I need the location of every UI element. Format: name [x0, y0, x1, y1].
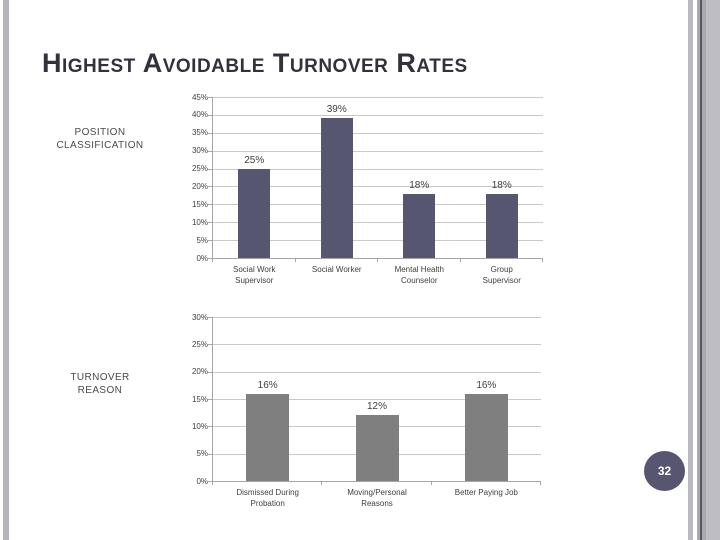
bar-value-label: 25% — [244, 154, 265, 166]
y-axis-tick-label: 25% — [191, 339, 208, 349]
gridline — [213, 132, 543, 134]
x-axis-tick-mark — [321, 481, 323, 485]
gridline — [213, 317, 541, 318]
y-axis-tick-mark — [208, 204, 213, 206]
y-axis-tick-label: 30% — [191, 146, 208, 156]
x-axis-tick-mark — [542, 258, 543, 262]
y-axis-tick-mark — [208, 426, 213, 428]
bar — [485, 193, 518, 258]
bar-value-label: 18% — [491, 179, 512, 191]
y-axis-tick-mark — [208, 97, 213, 98]
y-axis-tick-label: 10% — [191, 217, 208, 227]
left-accent-stripe — [3, 0, 9, 540]
gridline — [213, 114, 543, 116]
bar — [320, 118, 353, 258]
bar — [403, 193, 436, 258]
x-category-label: Social Work Supervisor — [232, 265, 276, 285]
x-category-label: Better Paying Job — [454, 488, 518, 497]
page-number: 32 — [657, 464, 672, 478]
y-axis-tick-label: 15% — [191, 199, 208, 209]
y-axis-tick-mark — [208, 132, 213, 134]
gridline — [213, 222, 543, 224]
x-category-label: Mental Health Counselor — [394, 265, 444, 285]
y-axis-tick-label: 5% — [196, 235, 208, 245]
gridline — [213, 97, 543, 98]
bar-value-label: 16% — [476, 379, 497, 391]
x-axis-tick-mark — [294, 258, 296, 262]
y-axis-tick-label: 25% — [191, 164, 208, 174]
y-axis-tick-label: 5% — [196, 449, 208, 459]
y-axis-tick-label: 10% — [191, 421, 208, 431]
y-axis-tick-mark — [208, 481, 213, 482]
page-title: Highest Avoidable Turnover Rates — [42, 48, 468, 79]
x-category-label: Dismissed During Probation — [236, 488, 299, 508]
right-accent-stripe-5 — [706, 0, 720, 540]
bar — [464, 393, 508, 481]
gridline — [213, 399, 541, 400]
y-axis-tick-label: 20% — [191, 181, 208, 191]
y-axis-tick-mark — [208, 168, 213, 170]
gridline — [213, 344, 541, 346]
gridline — [213, 371, 541, 373]
y-axis-tick-mark — [208, 186, 213, 188]
gridline — [213, 168, 543, 170]
y-axis-tick-mark — [208, 222, 213, 224]
y-axis-tick-label: 0% — [196, 253, 208, 263]
x-axis-tick-mark — [212, 481, 213, 485]
y-axis-tick-mark — [208, 453, 213, 455]
right-accent-stripe-2 — [697, 0, 700, 540]
x-category-label: Social Worker — [311, 265, 362, 274]
y-axis-tick-mark — [208, 399, 213, 400]
y-axis-tick-mark — [208, 114, 213, 116]
x-axis-tick-mark — [212, 258, 213, 262]
position-classification-chart: 0% 5% 10% 15% 20% 25% 30% 35% 40% 45% 25% Social Wo… — [192, 93, 543, 285]
y-axis-tick-mark — [208, 150, 213, 152]
x-axis-tick-mark — [377, 258, 378, 262]
gridline — [213, 204, 543, 206]
gridline — [213, 240, 543, 242]
x-category-label: Group Supervisor — [482, 265, 521, 285]
bar-value-label: 16% — [257, 379, 278, 391]
x-axis-tick-mark — [459, 258, 461, 262]
bar — [246, 393, 290, 481]
y-axis-tick-mark — [208, 344, 213, 346]
y-axis-tick-mark — [208, 371, 213, 373]
y-axis-tick-label: 20% — [191, 367, 208, 377]
turnover-reason-chart: 0% 5% 10% 15% 20% 25% 30% 16% Dismissed During P… — [192, 313, 541, 508]
y-axis-tick-mark — [208, 240, 213, 242]
y-axis-tick-mark — [208, 317, 213, 318]
y-axis-tick-label: 35% — [191, 128, 208, 138]
y-axis-tick-label: 30% — [191, 312, 208, 322]
y-axis-tick-mark — [208, 258, 213, 259]
section-label-position-classification: POSITION CLASSIFICATION — [56, 127, 144, 151]
right-accent-stripe-1 — [688, 0, 693, 540]
y-axis-tick-label: 15% — [191, 394, 208, 404]
right-accent-stripe-4 — [702, 0, 706, 540]
section-label-turnover-reason: TURNOVER REASON — [70, 372, 130, 396]
x-axis-tick-mark — [540, 481, 541, 485]
page-number-badge: 32 — [644, 451, 685, 491]
bar — [355, 415, 399, 481]
bar-value-label: 39% — [326, 104, 347, 116]
y-axis-tick-label: 0% — [196, 476, 208, 486]
y-axis-tick-label: 45% — [191, 92, 208, 102]
right-accent-stripe-3 — [700, 0, 702, 540]
x-category-label: Moving/Personal Reasons — [347, 488, 407, 508]
y-axis-tick-label: 40% — [191, 110, 208, 120]
gridline — [213, 150, 543, 152]
bar-value-label: 18% — [409, 179, 430, 191]
x-axis-tick-mark — [430, 481, 432, 485]
gridline — [213, 186, 543, 188]
bar-value-label: 12% — [366, 401, 387, 413]
bar — [238, 168, 271, 258]
